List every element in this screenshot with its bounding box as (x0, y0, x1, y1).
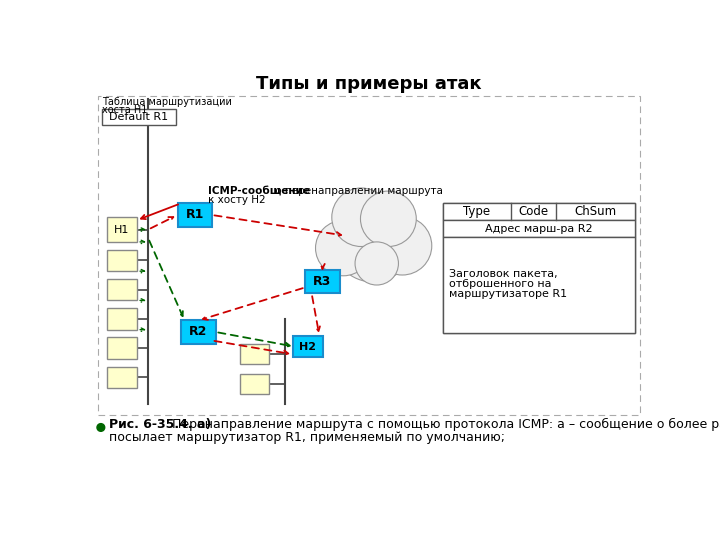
Bar (107, 367, 137, 388)
Bar (305, 271, 340, 294)
Circle shape (332, 188, 391, 247)
Circle shape (373, 217, 432, 275)
Text: Таблица маршрутизации: Таблица маршрутизации (102, 97, 233, 107)
Text: Code: Code (518, 205, 549, 218)
Text: Перенаправление маршрута с помощью протокола ICMP: а – сообщение о более рациона: Перенаправление маршрута с помощью прото… (168, 418, 720, 431)
Text: R1: R1 (186, 208, 204, 221)
Bar (102, 110, 176, 125)
Bar (443, 237, 635, 333)
Text: Default R1: Default R1 (109, 112, 168, 122)
Bar (107, 249, 137, 271)
Circle shape (333, 202, 413, 282)
Circle shape (355, 242, 398, 285)
Text: Н2: Н2 (300, 342, 316, 352)
Text: Н1: Н1 (114, 225, 130, 234)
Text: R2: R2 (189, 326, 207, 339)
Bar (293, 336, 323, 357)
Text: R3: R3 (313, 275, 332, 288)
Bar (107, 338, 137, 359)
Bar (240, 374, 269, 394)
Bar (98, 96, 640, 415)
Text: отброшенного на: отброшенного на (449, 279, 552, 289)
Text: Рис. 6-35.4. а): Рис. 6-35.4. а) (109, 418, 211, 431)
Text: к хосту Н2: к хосту Н2 (208, 195, 266, 205)
Bar (443, 220, 635, 237)
Circle shape (361, 191, 416, 247)
Text: о перенаправлении маршрута: о перенаправлении маршрута (272, 186, 443, 195)
Bar (181, 320, 215, 343)
Bar (443, 204, 635, 220)
Text: Заголовок пакета,: Заголовок пакета, (449, 269, 557, 279)
Circle shape (97, 423, 104, 431)
Bar (443, 204, 635, 333)
Bar (107, 217, 137, 242)
Text: Адрес марш-ра R2: Адрес марш-ра R2 (485, 224, 593, 234)
Circle shape (315, 220, 372, 276)
Bar (240, 343, 269, 363)
Text: посылает маршрутизатор R1, применяемый по умолчанию;: посылает маршрутизатор R1, применяемый п… (109, 431, 505, 444)
Text: ChSum: ChSum (575, 205, 616, 218)
Bar (107, 279, 137, 300)
Text: Type: Type (463, 205, 490, 218)
Text: маршрутизаторе R1: маршрутизаторе R1 (449, 289, 567, 299)
Bar (178, 204, 212, 226)
Bar (107, 308, 137, 330)
Text: хоста Н1: хоста Н1 (102, 105, 148, 115)
Text: Типы и примеры атак: Типы и примеры атак (256, 75, 482, 93)
Text: ICMP-сообщение: ICMP-сообщение (208, 186, 310, 195)
